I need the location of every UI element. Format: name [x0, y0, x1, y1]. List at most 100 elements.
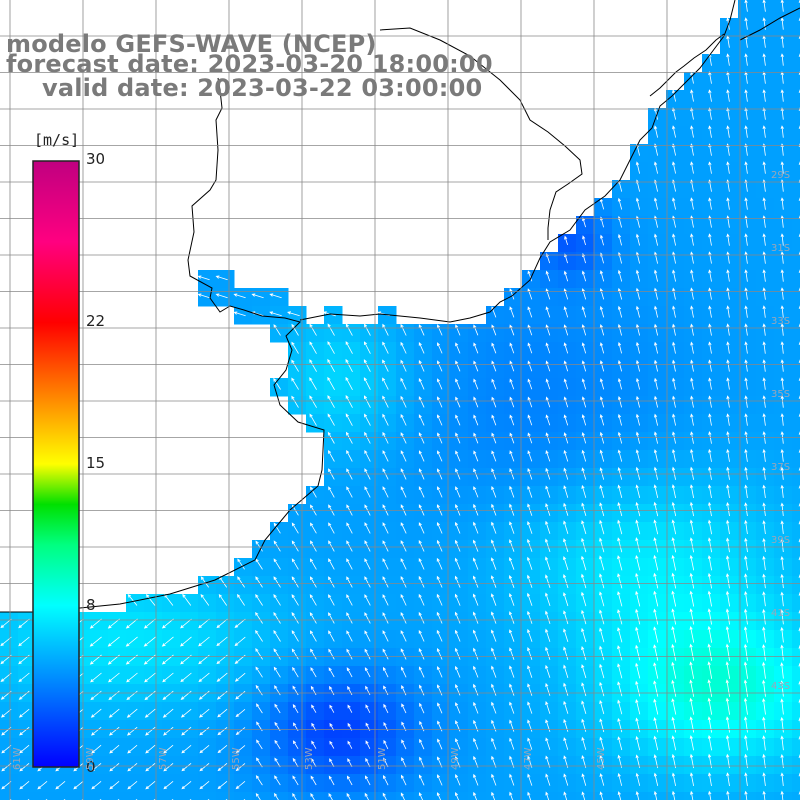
wind-vector-arrow — [145, 762, 156, 772]
wind-vector-arrow — [400, 540, 407, 552]
wind-vector-arrow — [725, 735, 730, 751]
wind-vector-arrow — [653, 197, 658, 210]
wind-vector-arrow — [310, 648, 317, 660]
wind-vector-arrow — [798, 71, 800, 76]
wind-vector-arrow — [382, 540, 389, 552]
wind-vector-arrow — [509, 773, 515, 786]
wind-vector-arrow — [780, 735, 784, 751]
wind-vector-arrow — [291, 558, 299, 570]
wind-vector-arrow — [527, 592, 533, 606]
colorbar-tick-label: 30 — [86, 150, 106, 168]
coastline-south-america — [649, 7, 800, 97]
wind-vector-arrow — [672, 233, 676, 246]
wind-vector-arrow — [527, 270, 533, 282]
wind-vector-arrow — [126, 708, 138, 718]
wind-vector-arrow — [725, 643, 730, 661]
wind-vector-arrow — [725, 679, 730, 697]
wind-vector-arrow — [382, 377, 389, 390]
wind-vector-arrow — [309, 612, 317, 624]
wind-vector-arrow — [491, 342, 497, 354]
wind-vector-arrow — [762, 395, 766, 408]
wind-speed-cell — [162, 792, 181, 804]
wind-vector-arrow — [708, 125, 712, 138]
wind-vector-arrow — [144, 708, 156, 718]
wind-vector-arrow — [708, 448, 712, 462]
wind-vector-arrow — [55, 780, 66, 790]
wind-vector-arrow — [690, 359, 694, 372]
wind-vector-arrow — [328, 576, 335, 588]
wind-vector-arrow — [599, 519, 605, 535]
wind-vector-arrow — [798, 466, 800, 471]
wind-vector-arrow — [328, 648, 335, 660]
wind-vector-arrow — [309, 359, 317, 372]
wind-vector-arrow — [798, 107, 800, 112]
wind-vector-arrow — [726, 251, 730, 264]
wind-speed-cell — [684, 792, 703, 804]
wind-vector-arrow — [291, 540, 299, 552]
wind-vector-arrow — [708, 107, 712, 120]
wind-vector-arrow — [454, 611, 461, 624]
wind-vector-arrow — [690, 413, 694, 426]
wind-vector-arrow — [581, 773, 587, 786]
wind-speed-cell — [486, 792, 505, 804]
wind-vector-arrow — [689, 625, 695, 643]
wind-vector-arrow — [126, 690, 138, 701]
wind-vector-arrow — [509, 539, 515, 552]
wind-vector-arrow — [563, 538, 569, 553]
wind-vector-arrow — [563, 432, 569, 444]
wind-vector-arrow — [689, 679, 695, 697]
wind-vector-arrow — [346, 576, 353, 588]
wind-vector-arrow — [762, 197, 766, 210]
wind-vector-arrow — [180, 618, 192, 629]
wind-vector-arrow — [654, 305, 658, 318]
wind-vector-arrow — [527, 503, 533, 516]
wind-vector-arrow — [345, 323, 353, 336]
wind-vector-arrow — [418, 324, 425, 336]
wind-vector-arrow — [400, 377, 407, 390]
wind-vector-arrow — [436, 629, 443, 642]
wind-vector-arrow — [617, 681, 623, 697]
wind-vector-arrow — [491, 396, 497, 408]
wind-speed-cell — [306, 792, 325, 804]
wind-vector-arrow — [690, 377, 694, 390]
wind-speed-cell — [144, 792, 163, 804]
wind-vector-arrow — [780, 233, 784, 246]
wind-vector-arrow — [563, 737, 569, 750]
longitude-label: 49W — [450, 747, 461, 770]
wind-vector-arrow — [162, 690, 174, 700]
wind-vector-arrow — [181, 780, 192, 790]
wind-vector-arrow — [527, 773, 533, 786]
longitude-label: 59W — [85, 747, 96, 770]
wind-speed-cell — [792, 612, 800, 631]
wind-vector-arrow — [581, 378, 587, 390]
wind-vector-arrow — [599, 502, 605, 517]
wind-vector-arrow — [780, 0, 784, 12]
wind-vector-arrow — [635, 590, 641, 607]
wind-vector-arrow — [273, 522, 281, 534]
wind-vector-arrow — [181, 762, 192, 772]
wind-vector-arrow — [364, 413, 371, 426]
wind-vector-arrow — [617, 772, 623, 786]
wind-vector-arrow — [527, 683, 533, 696]
longitude-label: 55W — [231, 747, 242, 770]
wind-vector-arrow — [382, 630, 389, 642]
wind-vector-arrow — [671, 643, 677, 661]
wind-vector-arrow — [599, 773, 605, 786]
wind-vector-arrow — [418, 414, 425, 426]
wind-vector-arrow — [780, 269, 784, 282]
wind-vector-arrow — [653, 431, 658, 444]
wind-vector-arrow — [454, 629, 461, 642]
wind-speed-cell — [792, 450, 800, 469]
wind-vector-arrow — [780, 17, 784, 30]
wind-vector-arrow — [472, 593, 479, 606]
wind-vector-arrow — [364, 667, 371, 678]
wind-vector-arrow — [653, 716, 659, 733]
wind-speed-cell — [792, 90, 800, 109]
wind-vector-arrow — [19, 762, 30, 772]
wind-speed-cell — [792, 18, 800, 37]
wind-vector-arrow — [545, 378, 551, 390]
wind-vector-arrow — [762, 716, 766, 733]
wind-vector-arrow — [198, 636, 210, 647]
wind-vector-arrow — [762, 679, 766, 697]
wind-vector-arrow — [363, 377, 371, 390]
